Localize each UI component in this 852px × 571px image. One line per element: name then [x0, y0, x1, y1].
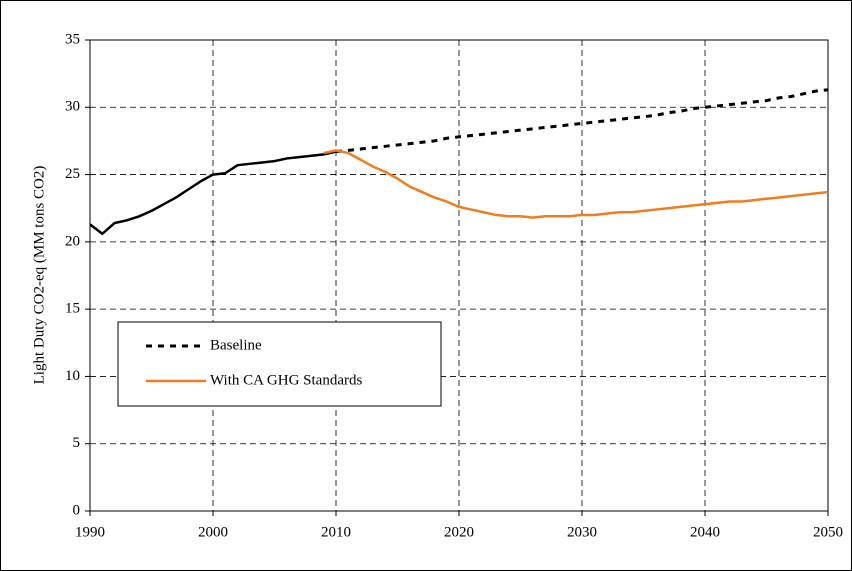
y-tick-label: 20	[65, 233, 80, 249]
x-tick-label: 2000	[198, 524, 228, 540]
x-tick-label: 2040	[690, 524, 720, 540]
y-tick-label: 30	[65, 99, 80, 115]
legend-box	[117, 321, 442, 407]
legend-label: Baseline	[210, 337, 262, 353]
y-tick-label: 5	[73, 435, 81, 451]
x-tick-label: 2050	[813, 524, 843, 540]
x-tick-label: 2010	[321, 524, 351, 540]
series-line	[323, 149, 829, 219]
y-tick-label: 25	[65, 166, 80, 182]
legend-label: With CA GHG Standards	[210, 372, 362, 388]
x-tick-label: 2030	[567, 524, 597, 540]
y-axis-label: Light Duty CO2-eq (MM tons CO2)	[31, 166, 47, 385]
y-tick-label: 35	[65, 31, 80, 47]
y-tick-label: 10	[65, 368, 80, 384]
y-tick-label: 15	[65, 301, 80, 317]
x-tick-label: 2020	[444, 524, 474, 540]
y-tick-label: 0	[73, 502, 81, 518]
x-tick-label: 1990	[75, 524, 105, 540]
series-line	[335, 88, 829, 154]
series-line	[89, 150, 337, 236]
